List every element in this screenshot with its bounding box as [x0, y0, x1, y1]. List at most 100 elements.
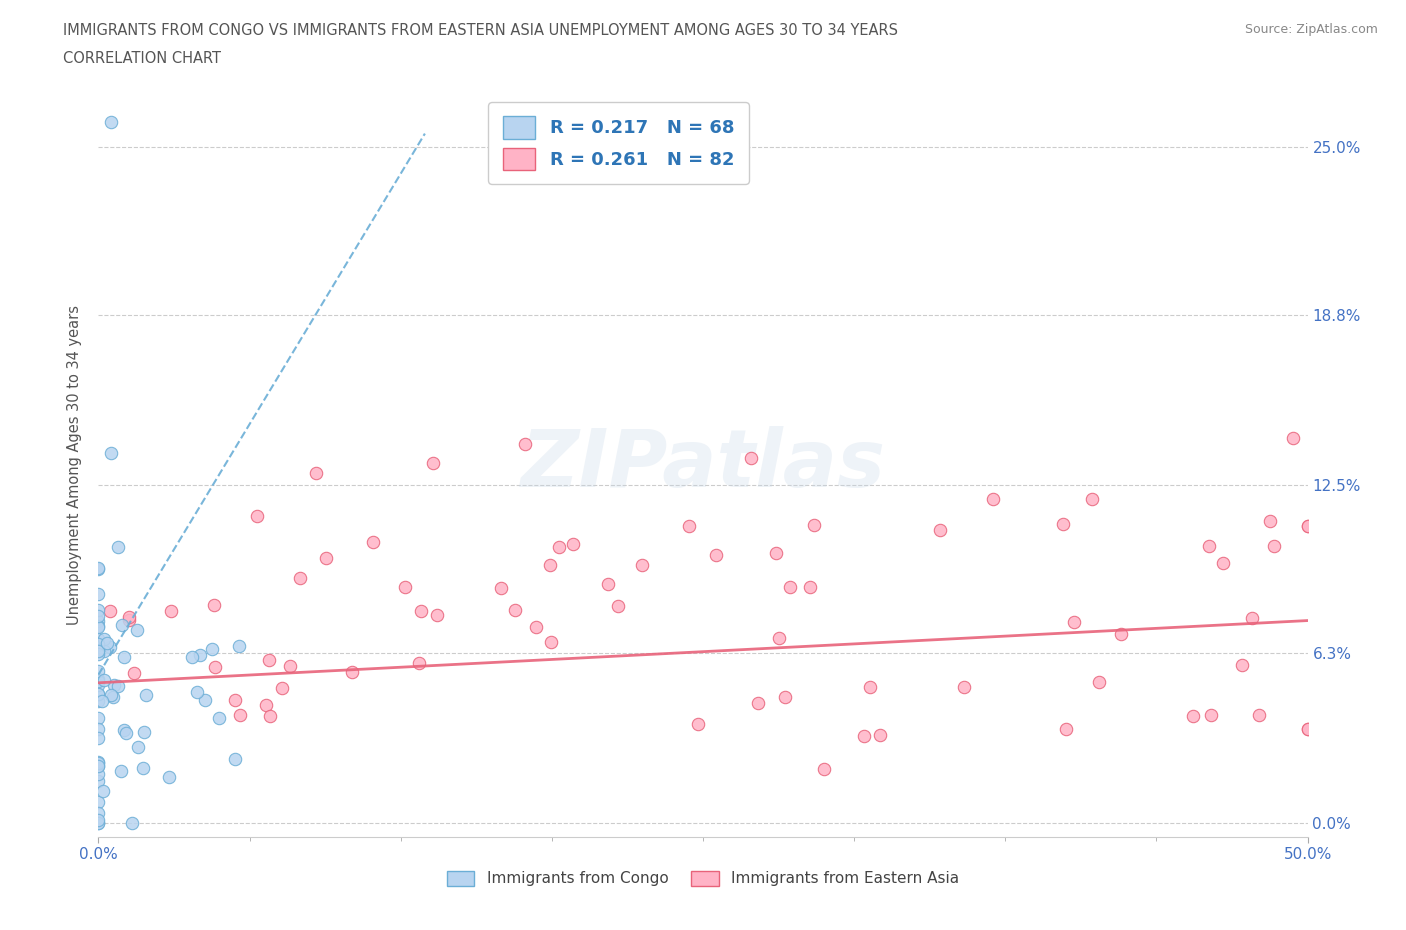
Point — [704, 547, 727, 562]
Point — [688, 716, 710, 731]
Point — [524, 620, 547, 635]
Point — [157, 769, 180, 784]
Point — [869, 727, 891, 742]
Point — [87, 759, 110, 774]
Point — [87, 816, 110, 830]
Point — [87, 613, 110, 628]
Point — [87, 618, 110, 633]
Point — [93, 672, 115, 687]
Point — [540, 635, 562, 650]
Point — [186, 684, 208, 699]
Point — [290, 570, 312, 585]
Point — [768, 631, 790, 645]
Point — [93, 644, 115, 658]
Point — [361, 535, 384, 550]
Point — [87, 603, 110, 618]
Point — [426, 607, 449, 622]
Point — [87, 805, 110, 820]
Point — [775, 689, 797, 704]
Text: IMMIGRANTS FROM CONGO VS IMMIGRANTS FROM EASTERN ASIA UNEMPLOYMENT AMONG AGES 30: IMMIGRANTS FROM CONGO VS IMMIGRANTS FROM… — [63, 23, 898, 38]
Point — [631, 558, 654, 573]
Point — [87, 694, 110, 709]
Point — [112, 650, 135, 665]
Point — [1182, 708, 1205, 723]
Point — [1258, 514, 1281, 529]
Point — [224, 692, 246, 707]
Point — [100, 445, 122, 460]
Point — [125, 622, 148, 637]
Point — [122, 666, 145, 681]
Point — [87, 562, 110, 577]
Point — [87, 636, 110, 651]
Point — [1088, 674, 1111, 689]
Point — [678, 519, 700, 534]
Point — [1296, 518, 1319, 533]
Point — [981, 491, 1004, 506]
Point — [107, 539, 129, 554]
Point — [547, 539, 569, 554]
Point — [131, 761, 153, 776]
Point — [87, 813, 110, 828]
Point — [1240, 611, 1263, 626]
Point — [87, 663, 110, 678]
Point — [813, 762, 835, 777]
Point — [208, 711, 231, 725]
Point — [1081, 492, 1104, 507]
Point — [194, 693, 217, 708]
Point — [204, 659, 226, 674]
Point — [87, 722, 110, 737]
Point — [87, 608, 110, 623]
Point — [929, 523, 952, 538]
Point — [200, 641, 222, 656]
Point — [91, 694, 114, 709]
Point — [110, 618, 132, 632]
Point — [747, 696, 769, 711]
Point — [254, 698, 277, 712]
Point — [87, 759, 110, 774]
Point — [188, 647, 211, 662]
Point — [114, 725, 136, 740]
Point — [1296, 722, 1319, 737]
Point — [117, 609, 139, 624]
Point — [87, 586, 110, 601]
Point — [271, 681, 294, 696]
Point — [93, 631, 115, 646]
Point — [87, 754, 110, 769]
Point — [1052, 517, 1074, 532]
Y-axis label: Unemployment Among Ages 30 to 34 years: Unemployment Among Ages 30 to 34 years — [67, 305, 83, 625]
Point — [87, 816, 110, 830]
Point — [422, 456, 444, 471]
Point — [87, 631, 110, 646]
Point — [127, 739, 149, 754]
Point — [112, 723, 135, 737]
Point — [135, 687, 157, 702]
Point — [87, 677, 110, 692]
Point — [1230, 658, 1253, 672]
Point — [87, 560, 110, 575]
Point — [87, 774, 110, 789]
Text: CORRELATION CHART: CORRELATION CHART — [63, 51, 221, 66]
Point — [87, 673, 110, 688]
Point — [1263, 538, 1285, 553]
Point — [953, 679, 976, 694]
Point — [98, 604, 121, 618]
Point — [87, 646, 110, 661]
Point — [87, 687, 110, 702]
Point — [394, 580, 416, 595]
Point — [489, 580, 512, 595]
Point — [740, 451, 762, 466]
Point — [1249, 708, 1271, 723]
Point — [160, 604, 183, 618]
Point — [799, 579, 821, 594]
Point — [1212, 555, 1234, 570]
Point — [259, 709, 281, 724]
Point — [202, 597, 225, 612]
Point — [87, 755, 110, 770]
Point — [87, 766, 110, 781]
Point — [87, 619, 110, 634]
Point — [132, 724, 155, 739]
Point — [1109, 626, 1132, 641]
Point — [1063, 615, 1085, 630]
Point — [340, 664, 363, 679]
Point — [107, 679, 129, 694]
